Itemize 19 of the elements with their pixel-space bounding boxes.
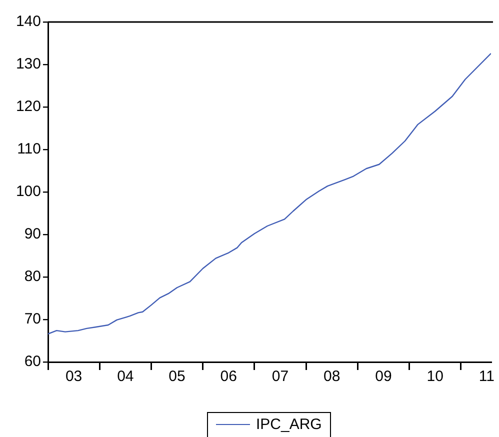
legend-label: IPC_ARG bbox=[256, 416, 322, 433]
y-tick-label: 130 bbox=[16, 56, 41, 73]
y-tick-label: 70 bbox=[24, 310, 41, 328]
y-tick-label: 140 bbox=[16, 13, 41, 30]
x-tick-label: 05 bbox=[168, 368, 186, 386]
x-tick-label: 10 bbox=[426, 368, 444, 386]
y-tick-label: 90 bbox=[24, 226, 41, 243]
y-tick-label: 120 bbox=[16, 98, 41, 116]
x-tick-label: 07 bbox=[272, 368, 289, 386]
x-tick-label: 06 bbox=[220, 368, 237, 386]
x-tick-label: 09 bbox=[375, 368, 392, 386]
x-tick-label: 11 bbox=[478, 368, 494, 386]
y-tick-label: 110 bbox=[17, 140, 41, 158]
y-tick-label: 100 bbox=[16, 183, 41, 200]
x-tick-label: 04 bbox=[117, 368, 134, 386]
y-tick-label: 80 bbox=[24, 268, 41, 286]
x-tick-label: 03 bbox=[65, 368, 82, 386]
y-tick-label: 60 bbox=[24, 353, 41, 370]
x-tick-label: 08 bbox=[324, 368, 340, 386]
